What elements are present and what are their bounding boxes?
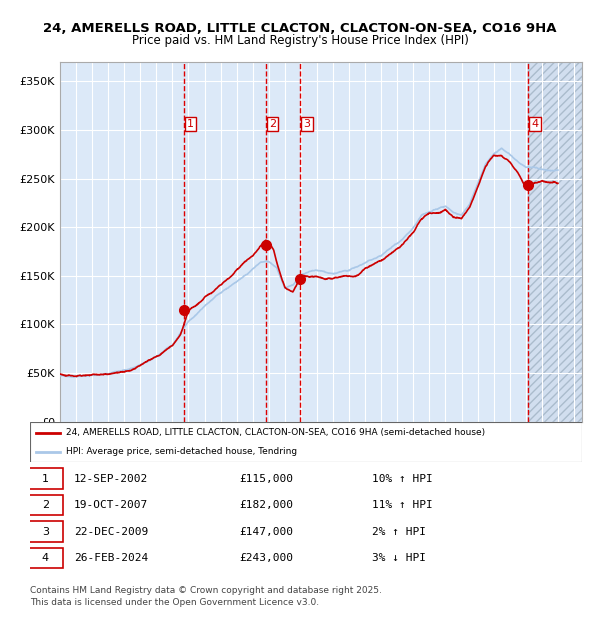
Bar <box>528 62 582 422</box>
Text: 11% ↑ HPI: 11% ↑ HPI <box>372 500 433 510</box>
Text: 24, AMERELLS ROAD, LITTLE CLACTON, CLACTON-ON-SEA, CO16 9HA (semi-detached house: 24, AMERELLS ROAD, LITTLE CLACTON, CLACT… <box>66 428 485 437</box>
Text: £182,000: £182,000 <box>240 500 294 510</box>
Text: 3: 3 <box>42 526 49 536</box>
FancyBboxPatch shape <box>27 469 63 489</box>
Text: HPI: Average price, semi-detached house, Tendring: HPI: Average price, semi-detached house,… <box>66 447 297 456</box>
FancyBboxPatch shape <box>27 495 63 515</box>
Text: 19-OCT-2007: 19-OCT-2007 <box>74 500 148 510</box>
Text: 1: 1 <box>187 118 194 129</box>
Text: 2: 2 <box>269 118 276 129</box>
Bar <box>528 62 582 422</box>
Text: This data is licensed under the Open Government Licence v3.0.: This data is licensed under the Open Gov… <box>30 598 319 608</box>
Text: 22-DEC-2009: 22-DEC-2009 <box>74 526 148 536</box>
FancyBboxPatch shape <box>30 422 582 462</box>
Text: 1: 1 <box>42 474 49 484</box>
Text: £147,000: £147,000 <box>240 526 294 536</box>
Text: £115,000: £115,000 <box>240 474 294 484</box>
Text: 26-FEB-2024: 26-FEB-2024 <box>74 553 148 563</box>
FancyBboxPatch shape <box>27 521 63 542</box>
Text: 2: 2 <box>42 500 49 510</box>
Text: £243,000: £243,000 <box>240 553 294 563</box>
Text: 3: 3 <box>304 118 311 129</box>
FancyBboxPatch shape <box>27 547 63 568</box>
Text: 4: 4 <box>532 118 539 129</box>
Text: 12-SEP-2002: 12-SEP-2002 <box>74 474 148 484</box>
Text: 24, AMERELLS ROAD, LITTLE CLACTON, CLACTON-ON-SEA, CO16 9HA: 24, AMERELLS ROAD, LITTLE CLACTON, CLACT… <box>43 22 557 35</box>
Text: 3% ↓ HPI: 3% ↓ HPI <box>372 553 426 563</box>
Text: 10% ↑ HPI: 10% ↑ HPI <box>372 474 433 484</box>
Text: Contains HM Land Registry data © Crown copyright and database right 2025.: Contains HM Land Registry data © Crown c… <box>30 586 382 595</box>
Text: Price paid vs. HM Land Registry's House Price Index (HPI): Price paid vs. HM Land Registry's House … <box>131 34 469 47</box>
Text: 4: 4 <box>42 553 49 563</box>
Text: 2% ↑ HPI: 2% ↑ HPI <box>372 526 426 536</box>
